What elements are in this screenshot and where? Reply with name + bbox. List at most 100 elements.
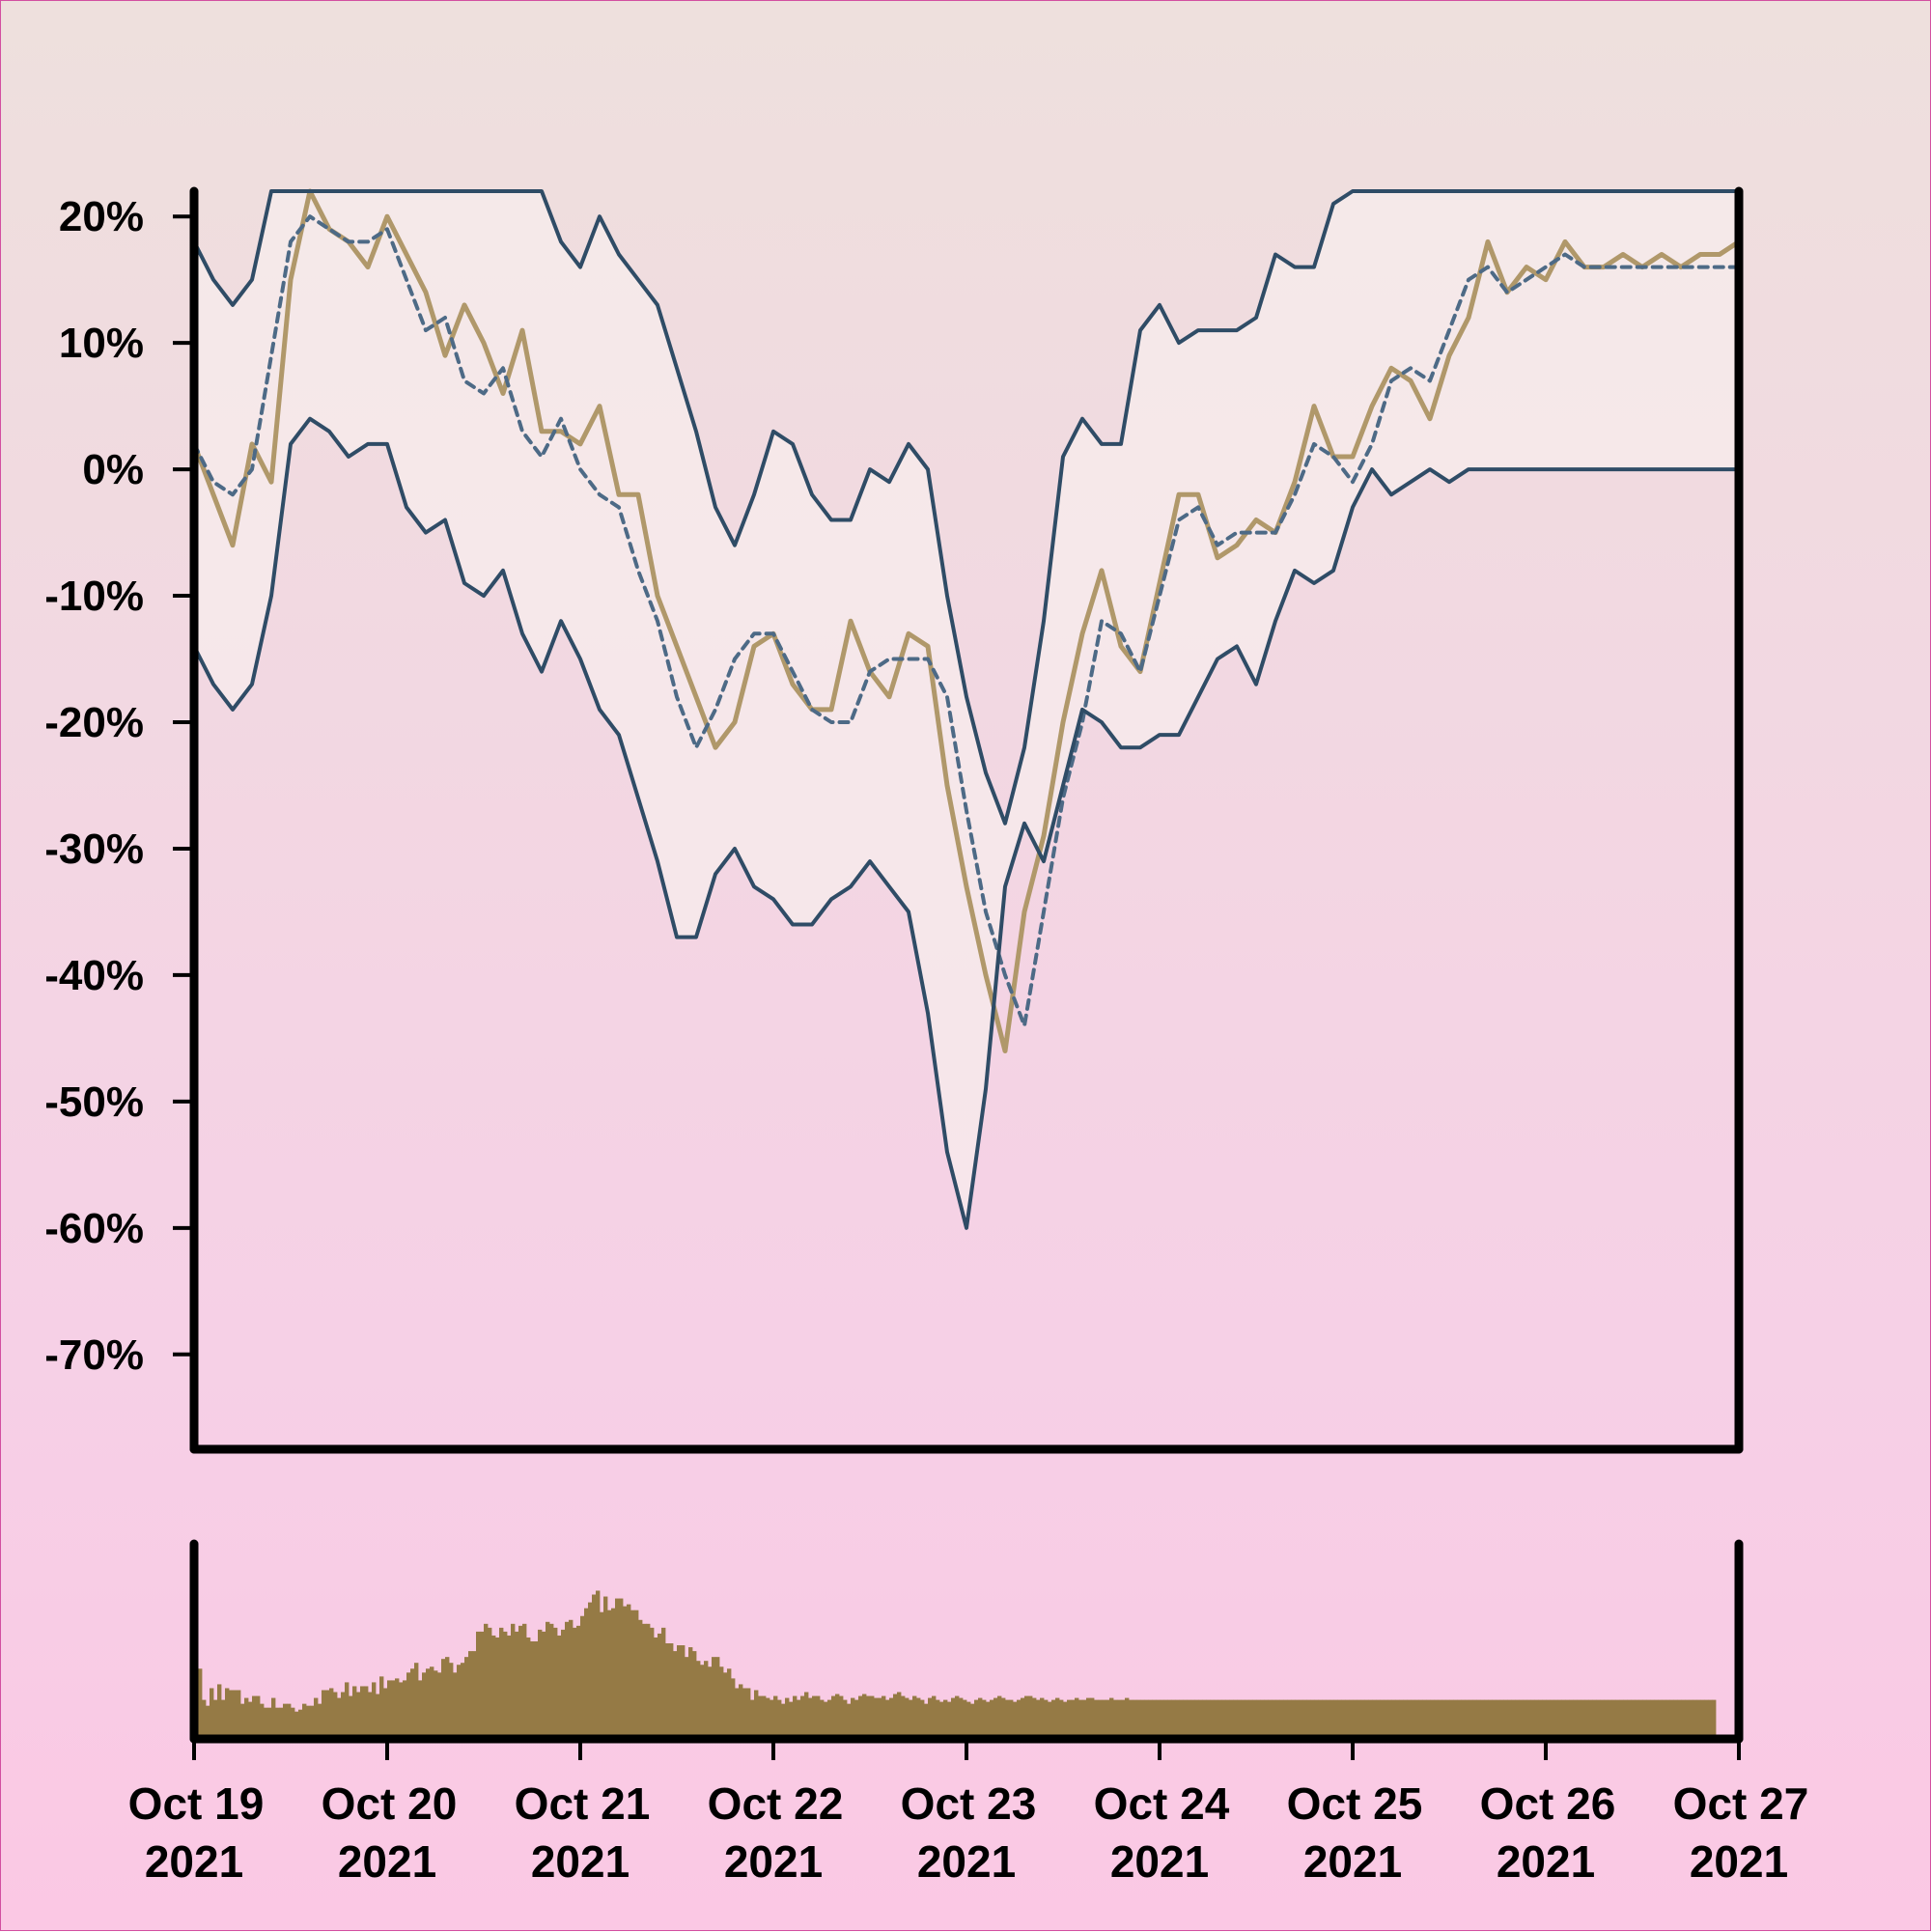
volume-bar: [1202, 1699, 1207, 1739]
volume-bar: [785, 1697, 790, 1739]
volume-bar: [248, 1701, 253, 1739]
volume-bar: [422, 1672, 427, 1739]
volume-bar: [708, 1666, 713, 1739]
volume-bar: [279, 1707, 284, 1739]
volume-bar: [1032, 1697, 1037, 1739]
volume-bar: [1611, 1699, 1616, 1739]
volume-bar: [1337, 1699, 1342, 1739]
volume-bar: [685, 1657, 689, 1739]
volume-bar: [901, 1695, 906, 1739]
volume-bar: [1399, 1699, 1404, 1739]
volume-bar: [1229, 1699, 1234, 1739]
volume-bar: [978, 1697, 983, 1739]
volume-bar: [1577, 1699, 1581, 1739]
volume-bar: [1492, 1699, 1497, 1739]
volume-bar: [1403, 1699, 1408, 1739]
lower-band-line: [192, 416, 1741, 1230]
volume-bar: [341, 1692, 346, 1739]
volume-bar: [1546, 1699, 1551, 1739]
y-tick-label: -40%: [44, 952, 144, 999]
volume-bar: [928, 1697, 933, 1739]
volume-bar: [395, 1678, 400, 1739]
volume-bar: [804, 1692, 809, 1739]
volume-bar: [1619, 1699, 1624, 1739]
volume-bar: [1384, 1699, 1388, 1739]
volume-bar: [1592, 1699, 1597, 1739]
volume-bar: [766, 1697, 770, 1739]
volume-bar: [1322, 1699, 1327, 1739]
volume-bar: [1499, 1699, 1504, 1739]
volume-bar: [1673, 1699, 1678, 1739]
volume-bar: [854, 1699, 859, 1739]
volume-bar: [1210, 1699, 1215, 1739]
volume-bar: [468, 1651, 473, 1739]
volume-bar: [534, 1641, 539, 1739]
volume-bar: [217, 1684, 222, 1739]
volume-bar: [990, 1699, 994, 1739]
volume-bar: [1217, 1699, 1222, 1739]
volume-bar: [1480, 1699, 1485, 1739]
volume-bar: [1121, 1699, 1126, 1739]
volume-bar: [1604, 1699, 1609, 1739]
volume-bar: [298, 1709, 303, 1739]
volume-bar: [491, 1635, 496, 1739]
volume-bar: [511, 1623, 516, 1739]
volume-bar: [1187, 1699, 1191, 1739]
volume-bar: [573, 1627, 577, 1739]
volume-bar: [986, 1701, 991, 1739]
volume-bar: [1102, 1699, 1106, 1739]
volume-bar: [839, 1695, 844, 1739]
volume-bar: [800, 1695, 805, 1739]
volume-bar: [866, 1695, 871, 1739]
volume-bar: [1476, 1699, 1481, 1739]
volume-bar: [1708, 1699, 1713, 1739]
volume-bar: [607, 1610, 612, 1739]
volume-bar: [256, 1695, 261, 1739]
volume-bar: [936, 1699, 940, 1739]
volume-bar: [1314, 1699, 1319, 1739]
volume-bar: [874, 1697, 879, 1739]
x-tick-label-year: 2021: [1303, 1836, 1402, 1887]
volume-bar: [306, 1705, 311, 1739]
volume-bar: [1044, 1699, 1049, 1739]
volume-bar: [1028, 1695, 1033, 1739]
volume-bar: [1430, 1699, 1435, 1739]
volume-bar: [1105, 1699, 1110, 1739]
series-layer: [191, 188, 1742, 1230]
volume-bar: [951, 1697, 956, 1739]
volume-bar: [909, 1699, 913, 1739]
volume-bar: [878, 1697, 882, 1739]
volume-bar: [1395, 1699, 1400, 1739]
volume-bar: [1221, 1699, 1226, 1739]
volume-bar: [1357, 1699, 1361, 1739]
volume-bar: [1360, 1699, 1365, 1739]
volume-bar: [1638, 1699, 1643, 1739]
volume-bar: [518, 1625, 523, 1739]
volume-bar: [932, 1695, 937, 1739]
volume-bar: [623, 1606, 628, 1739]
volume-bar: [862, 1694, 867, 1739]
volume-bar: [387, 1680, 392, 1739]
volume-bar: [1287, 1699, 1292, 1739]
volume-bar: [916, 1697, 921, 1739]
volume-bar: [754, 1690, 759, 1739]
volume-bar: [1048, 1701, 1052, 1739]
volume-bar: [1469, 1699, 1473, 1739]
y-tick-label: -10%: [44, 573, 144, 620]
volume-bar: [1310, 1699, 1315, 1739]
volume-bar: [1693, 1699, 1697, 1739]
volume-bar: [561, 1629, 566, 1739]
volume-bar: [603, 1596, 608, 1739]
volume-bar: [630, 1610, 635, 1739]
volume-bar: [893, 1694, 898, 1739]
volume-bar: [488, 1627, 492, 1739]
volume-bar: [1272, 1699, 1276, 1739]
x-tick-label-date: Oct 26: [1480, 1778, 1616, 1829]
volume-bar: [777, 1699, 782, 1739]
volume-bar: [1596, 1699, 1601, 1739]
volume-bar: [1553, 1699, 1558, 1739]
volume-bar: [434, 1670, 438, 1739]
volume-bar: [1024, 1695, 1029, 1739]
x-tick-label-date: Oct 22: [708, 1778, 844, 1829]
volume-bar: [1098, 1699, 1103, 1739]
